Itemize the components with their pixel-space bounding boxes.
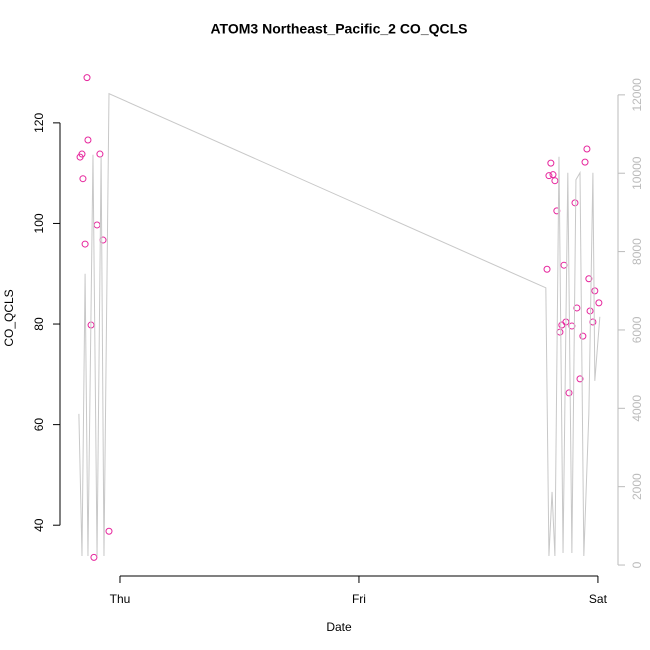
y2-tick-label: 0: [630, 561, 644, 568]
data-point: [83, 74, 91, 82]
altitude-line: [78, 92, 601, 557]
data-point: [99, 236, 107, 244]
x-axis-label: Date: [326, 620, 352, 634]
chart-title: ATOM3 Northeast_Pacific_2 CO_QCLS: [210, 21, 467, 37]
data-point: [549, 171, 557, 179]
data-point: [93, 221, 101, 229]
y2-tick-label: 2000: [630, 473, 644, 500]
data-point: [581, 158, 589, 166]
data-point: [105, 527, 113, 535]
data-point: [583, 145, 591, 153]
data-point: [591, 287, 599, 295]
data-point: [565, 389, 573, 397]
y-tick-label: 60: [32, 418, 46, 432]
x-tick-label: Sat: [589, 592, 608, 606]
data-point: [560, 261, 568, 269]
data-point: [545, 172, 553, 180]
data-point: [81, 240, 89, 248]
data-point: [90, 553, 98, 561]
data-point: [551, 177, 559, 185]
y-tick-label: 100: [32, 213, 46, 233]
data-point: [571, 199, 579, 207]
y-tick-label: 80: [32, 317, 46, 331]
x-tick-label: Fri: [352, 592, 366, 606]
y2-tick-label: 6000: [630, 316, 644, 343]
data-point: [568, 322, 576, 330]
data-point: [96, 150, 104, 158]
data-point: [595, 299, 603, 307]
y2-tick-label: 12000: [630, 78, 644, 112]
y2-tick-label: 10000: [630, 156, 644, 190]
y-tick-label: 40: [32, 518, 46, 532]
data-point: [556, 328, 564, 336]
data-point: [585, 275, 593, 283]
data-point: [586, 307, 594, 315]
y2-tick-label: 4000: [630, 395, 644, 422]
data-point: [78, 150, 86, 158]
data-point: [576, 375, 584, 383]
data-point: [543, 265, 551, 273]
data-point: [558, 321, 566, 329]
y-axis-label: CO_QCLS: [2, 289, 16, 346]
x-tick-label: Thu: [110, 592, 131, 606]
y-tick-label: 120: [32, 113, 46, 133]
data-point: [79, 175, 87, 183]
data-point: [84, 136, 92, 144]
data-point: [547, 159, 555, 167]
data-point: [573, 304, 581, 312]
data-point: [579, 332, 587, 340]
y2-tick-label: 8000: [630, 238, 644, 265]
